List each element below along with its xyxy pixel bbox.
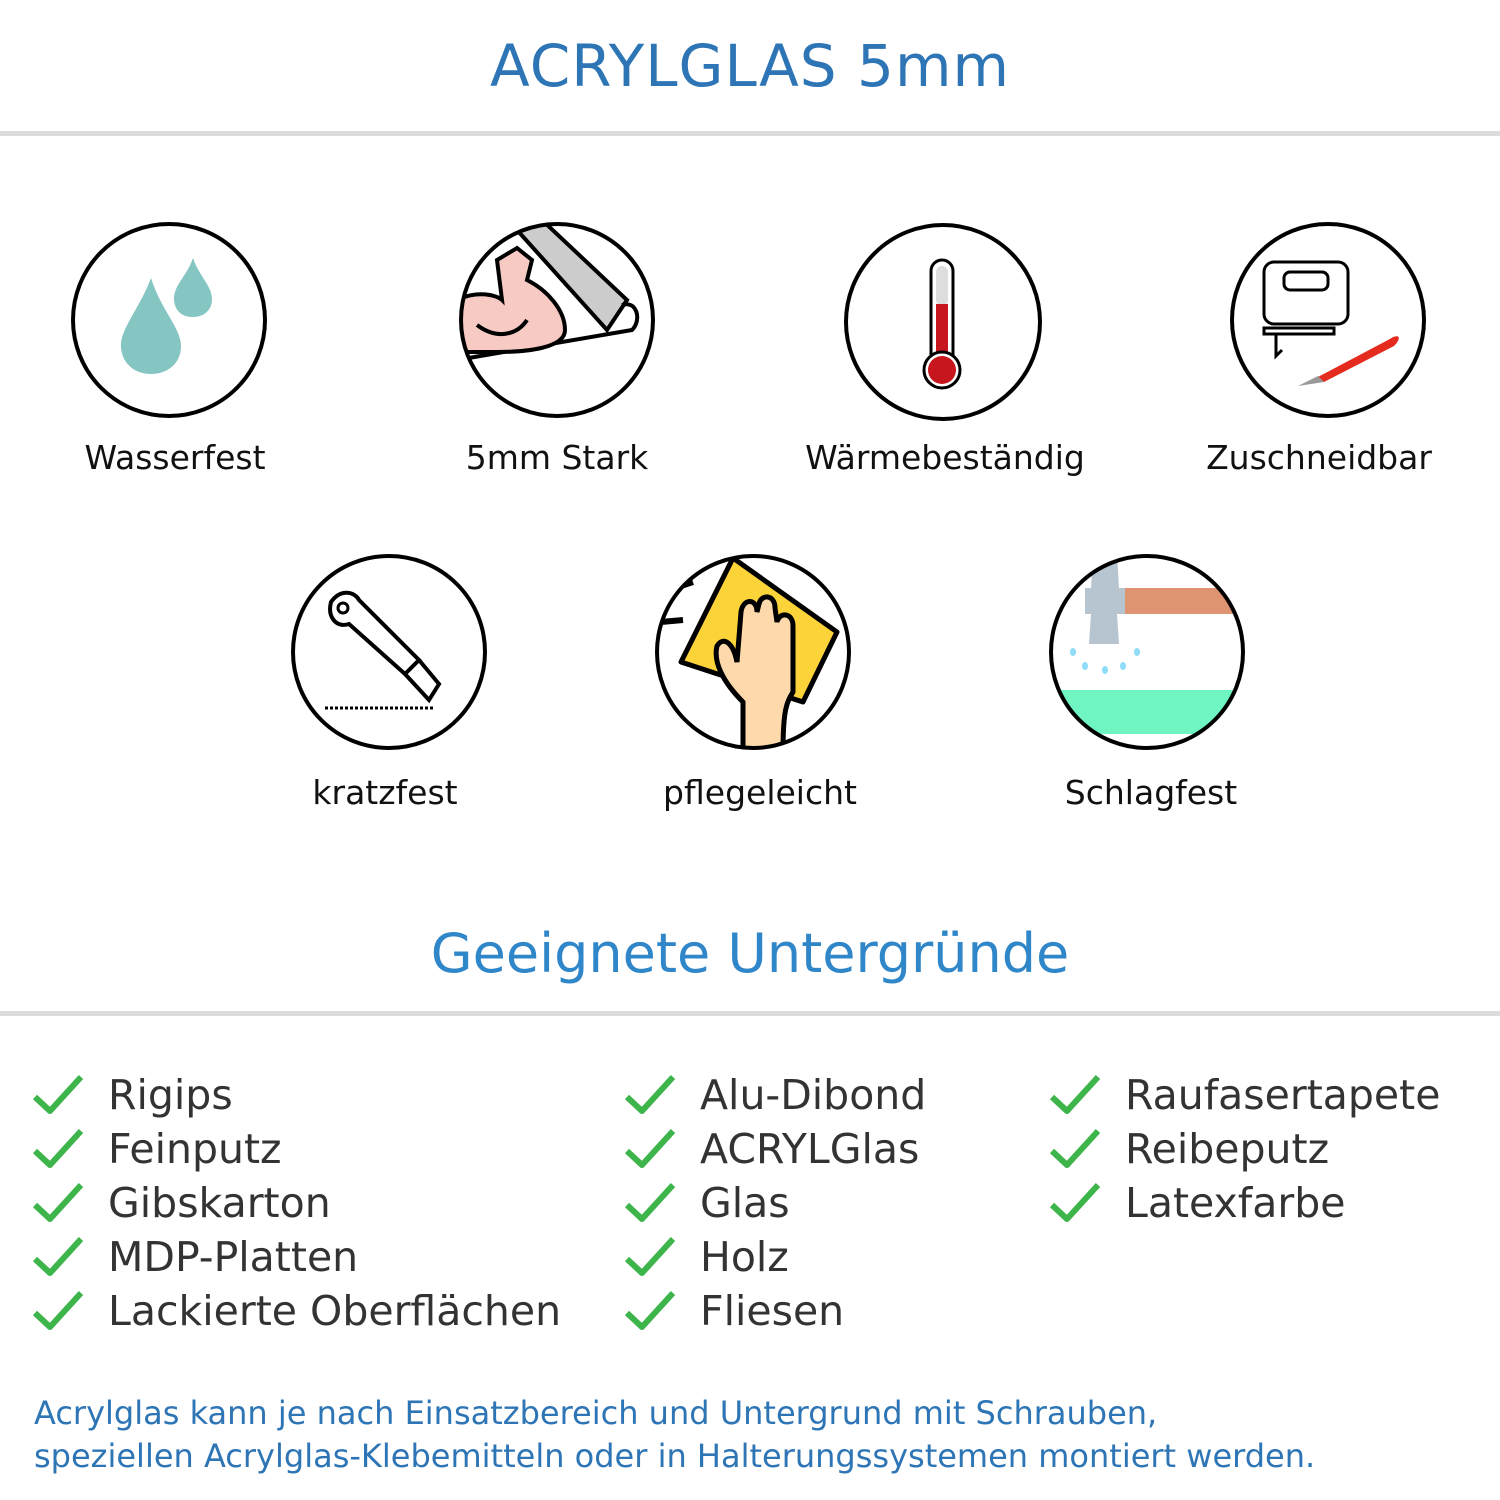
feature-label-wasserfest: Wasserfest xyxy=(84,438,266,477)
checkmark-icon xyxy=(624,1074,676,1114)
surface-list-item: Raufasertapete xyxy=(1049,1068,1440,1122)
surface-list-item: Glas xyxy=(624,1176,926,1230)
surface-name: Reibeputz xyxy=(1125,1125,1330,1173)
surface-name: Gibskarton xyxy=(108,1179,331,1227)
checkmark-icon xyxy=(624,1236,676,1276)
surface-name: Feinputz xyxy=(108,1125,282,1173)
surface-list-item: MDP-Platten xyxy=(32,1230,561,1284)
checkmark-icon xyxy=(624,1290,676,1330)
checkmark-icon xyxy=(1049,1074,1101,1114)
divider xyxy=(0,131,1500,136)
feature-label-waermebestaendig: Wärmebeständig xyxy=(805,438,1085,477)
checkmark-icon xyxy=(1049,1128,1101,1168)
surface-name: Alu-Dibond xyxy=(700,1071,927,1119)
checkmark-icon xyxy=(32,1182,84,1222)
surface-list-item: Feinputz xyxy=(32,1122,561,1176)
surface-list-item: Latexfarbe xyxy=(1049,1176,1440,1230)
surface-name: Raufasertapete xyxy=(1125,1071,1441,1119)
checkmark-icon xyxy=(32,1290,84,1330)
feature-label-kratzfest: kratzfest xyxy=(312,773,458,812)
feature-label-pflegeleicht: pflegeleicht xyxy=(663,773,857,812)
divider xyxy=(0,1011,1500,1016)
surface-list-item: ACRYLGlas xyxy=(624,1122,926,1176)
section-title: Geeignete Untergründe xyxy=(430,922,1070,985)
surface-list-column-2: Alu-Dibond ACRYLGlas Glas Holz Fliesen xyxy=(624,1068,926,1338)
surface-list-item: Holz xyxy=(624,1230,926,1284)
surface-list-column-1: Rigips Feinputz Gibskarton MDP-Platten Lacki… xyxy=(32,1068,561,1338)
water-drops-icon xyxy=(71,222,267,418)
surface-list-item: Alu-Dibond xyxy=(624,1068,926,1122)
hand-cleaning-cloth-icon xyxy=(655,554,851,750)
surface-list-item: Rigips xyxy=(32,1068,561,1122)
surface-name: ACRYLGlas xyxy=(700,1125,920,1173)
surface-list-item: Reibeputz xyxy=(1049,1122,1440,1176)
surface-list-item: Fliesen xyxy=(624,1284,926,1338)
surface-name: Latexfarbe xyxy=(1125,1179,1346,1227)
surface-name: Glas xyxy=(700,1179,790,1227)
surface-list-item: Lackierte Oberflächen xyxy=(32,1284,561,1338)
surface-name: Fliesen xyxy=(700,1287,845,1335)
checkmark-icon xyxy=(32,1128,84,1168)
surface-name: Rigips xyxy=(108,1071,233,1119)
box-cutter-icon xyxy=(291,554,487,750)
jigsaw-cutter-icon xyxy=(1230,222,1426,418)
checkmark-icon xyxy=(1049,1182,1101,1222)
page-title: ACRYLGLAS 5mm xyxy=(490,32,1010,100)
checkmark-icon xyxy=(32,1074,84,1114)
thermometer-icon xyxy=(844,223,1042,421)
mounting-note-line-1: Acrylglas kann je nach Einsatzbereich un… xyxy=(34,1394,1158,1432)
surface-name: Holz xyxy=(700,1233,789,1281)
mounting-note: Acrylglas kann je nach Einsatzbereich un… xyxy=(34,1392,1315,1478)
mounting-note-line-2: speziellen Acrylglas-Klebemitteln oder i… xyxy=(34,1437,1316,1475)
hammer-impact-icon xyxy=(1049,554,1245,750)
feature-label-zuschneidbar: Zuschneidbar xyxy=(1206,438,1432,477)
checkmark-icon xyxy=(32,1236,84,1276)
surface-name: Lackierte Oberflächen xyxy=(108,1287,562,1335)
surface-list-column-3: Raufasertapete Reibeputz Latexfarbe xyxy=(1049,1068,1440,1230)
feature-label-schlagfest: Schlagfest xyxy=(1064,773,1238,812)
checkmark-icon xyxy=(624,1128,676,1168)
strong-arm-icon xyxy=(459,222,655,418)
surface-list-item: Gibskarton xyxy=(32,1176,561,1230)
feature-label-5mm-stark: 5mm Stark xyxy=(465,438,649,477)
surface-name: MDP-Platten xyxy=(108,1233,359,1281)
checkmark-icon xyxy=(624,1182,676,1222)
